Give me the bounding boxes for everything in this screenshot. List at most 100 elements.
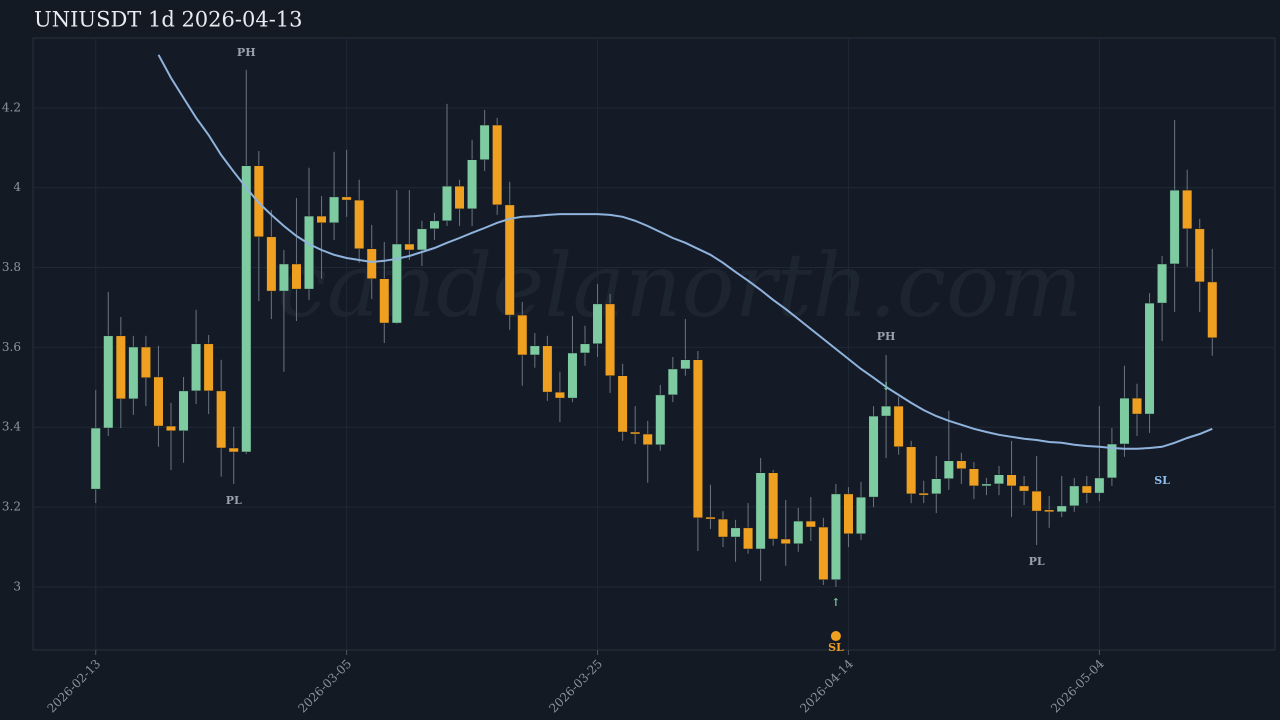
y-tick-label: 3 xyxy=(13,579,21,593)
candle-body xyxy=(956,460,967,470)
candle-body xyxy=(592,303,603,345)
candle-body xyxy=(1131,397,1143,415)
candle-body xyxy=(567,352,578,399)
candle-body xyxy=(605,303,616,376)
candle-body xyxy=(366,248,377,279)
candle-body xyxy=(1069,485,1080,507)
y-tick-label: 3.2 xyxy=(2,500,21,514)
candle-body xyxy=(855,496,867,535)
signal-dot xyxy=(830,631,841,642)
candle-body xyxy=(203,343,214,392)
candle-body xyxy=(178,390,189,432)
candle-body xyxy=(906,446,917,495)
chart-title: UNIUSDT 1d 2026-04-13 xyxy=(34,8,303,32)
candle-body xyxy=(266,236,277,292)
candle-body xyxy=(90,427,101,490)
candle-body xyxy=(630,431,641,435)
candle-body xyxy=(617,375,628,433)
candle-body xyxy=(228,447,239,453)
candle-body xyxy=(968,468,979,487)
candle-body xyxy=(692,359,703,519)
annotation: SL xyxy=(828,641,844,654)
candle-body xyxy=(743,527,754,550)
watermark: candelanorth.com xyxy=(278,234,1083,337)
candle-body xyxy=(655,394,666,446)
candle-body xyxy=(1194,228,1205,283)
candle-body xyxy=(278,263,289,292)
y-tick-label: 4.2 xyxy=(2,100,21,114)
candle-body xyxy=(1006,474,1017,487)
candle-body xyxy=(253,165,264,238)
candle-body xyxy=(730,527,741,538)
candle-body xyxy=(379,278,390,324)
candle-body xyxy=(768,472,779,540)
candle-body xyxy=(893,405,904,448)
candle-body xyxy=(931,478,942,495)
candle-body xyxy=(680,359,691,370)
candle-body xyxy=(717,518,729,538)
y-tick-label: 3.4 xyxy=(2,420,21,434)
candle-body xyxy=(216,390,227,449)
candle-body xyxy=(881,405,892,417)
y-tick-label: 3.8 xyxy=(2,260,21,274)
candle-body xyxy=(479,124,490,161)
candle-body xyxy=(517,314,528,356)
candle-body xyxy=(579,343,591,354)
candle-body xyxy=(1031,490,1042,512)
candle-body xyxy=(529,345,540,356)
annotation: PL xyxy=(226,494,242,507)
candle-body xyxy=(818,526,829,580)
candle-body xyxy=(993,474,1005,485)
candle-body xyxy=(416,228,427,251)
y-tick-label: 3.6 xyxy=(2,340,21,354)
candle-body xyxy=(504,204,515,316)
candle-body xyxy=(843,493,854,535)
candle-body xyxy=(943,460,954,479)
candle-body xyxy=(830,493,841,580)
plot-area xyxy=(32,37,1276,651)
candle-body xyxy=(1144,302,1155,415)
candle-body xyxy=(140,346,151,378)
candle-body xyxy=(755,472,766,550)
candle-body xyxy=(153,376,164,427)
candle-body xyxy=(103,335,114,429)
candle-body xyxy=(1094,477,1105,494)
candle-body xyxy=(1019,485,1030,492)
candle-body xyxy=(341,196,352,201)
candle-body xyxy=(1081,485,1092,494)
candle-body xyxy=(165,425,177,432)
candle-body xyxy=(780,538,791,545)
annotation: ↓ xyxy=(881,380,890,393)
candle-body xyxy=(667,368,678,396)
candle-body xyxy=(391,243,402,324)
candle-body xyxy=(303,215,315,290)
candle-body xyxy=(1169,189,1180,265)
y-tick-label: 4 xyxy=(13,180,21,194)
candle-body xyxy=(1044,509,1055,513)
candle-body xyxy=(354,199,365,250)
candle-body xyxy=(542,345,553,393)
candle-body xyxy=(467,159,478,210)
candle-body xyxy=(441,185,453,222)
candle-body xyxy=(191,343,202,392)
moving-average xyxy=(157,54,1213,450)
candle-body xyxy=(329,196,340,224)
candle-body xyxy=(454,185,465,210)
candle-body xyxy=(1157,263,1168,304)
candle-body xyxy=(404,243,415,251)
annotation: PL xyxy=(1029,555,1045,568)
candle-body xyxy=(316,215,327,224)
candle-body xyxy=(1182,189,1193,230)
plot xyxy=(33,38,1275,650)
annotation: PH xyxy=(877,330,896,343)
candle-body xyxy=(128,346,139,400)
candle-body xyxy=(705,516,716,520)
candle-body xyxy=(981,483,992,487)
candle-body xyxy=(642,433,653,446)
candle-body xyxy=(805,520,816,528)
candle-body xyxy=(1056,505,1067,513)
candle-body xyxy=(868,415,879,498)
candle-body xyxy=(492,124,503,206)
candle-body xyxy=(241,165,252,453)
